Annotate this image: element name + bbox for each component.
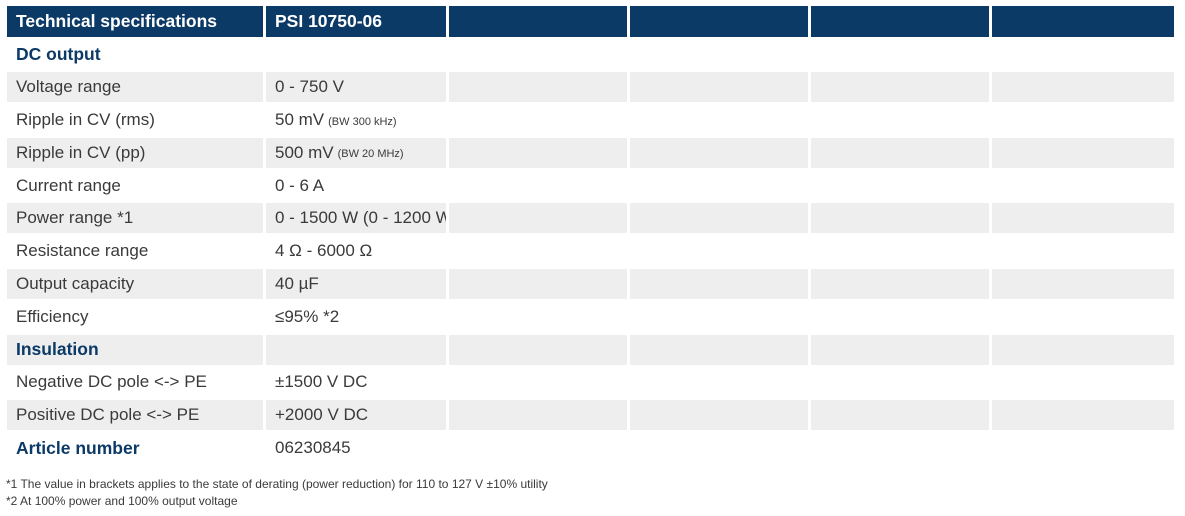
spec-value-note: (BW 20 MHz): [337, 148, 404, 161]
empty-cell: [630, 334, 808, 365]
spec-label: Positive DC pole <-> PE: [7, 400, 263, 431]
table-row: Power range *1 0 - 1500 W (0 - 1200 W): [7, 203, 1177, 234]
header-title: Technical specifications: [7, 6, 263, 37]
empty-cell: [266, 334, 446, 365]
header-empty-cell: [449, 6, 627, 37]
spec-value: ≤95% *2: [266, 301, 446, 332]
spec-label: Output capacity: [7, 269, 263, 300]
table-row: Output capacity 40 µF: [7, 269, 1177, 300]
spec-value-main: 500 mV: [275, 142, 334, 162]
empty-cell: [992, 137, 1174, 168]
table-row: Efficiency ≤95% *2: [7, 301, 1177, 332]
spec-table: Technical specifications PSI 10750-06 DC…: [7, 6, 1177, 466]
footnote-2: *2 At 100% power and 100% output voltage: [6, 494, 238, 508]
spec-label: Resistance range: [7, 236, 263, 267]
empty-cell: [630, 269, 808, 300]
empty-cell: [449, 334, 627, 365]
empty-cell: [811, 269, 989, 300]
spec-label: Current range: [7, 170, 263, 201]
empty-cell: [811, 334, 989, 365]
header-empty-cell: [630, 6, 808, 37]
empty-cell: [449, 400, 627, 431]
spec-value: 0 - 1500 W (0 - 1200 W): [266, 203, 446, 234]
spec-label: Ripple in CV (rms): [7, 105, 263, 136]
table-row: Ripple in CV (pp) 500 mV (BW 20 MHz): [7, 137, 1177, 168]
empty-cell: [449, 269, 627, 300]
spec-label: Power range *1: [7, 203, 263, 234]
section-row-article-number: Article number 06230845: [7, 433, 1177, 464]
table-row: Positive DC pole <-> PE +2000 V DC: [7, 400, 1177, 431]
spec-label: Voltage range: [7, 72, 263, 103]
header-empty-cell: [811, 6, 989, 37]
empty-cell: [449, 203, 627, 234]
empty-cell: [630, 137, 808, 168]
article-number-value: 06230845: [266, 433, 446, 464]
section-row-insulation: Insulation: [7, 334, 1177, 365]
table-row: Voltage range 0 - 750 V: [7, 72, 1177, 103]
empty-cell: [992, 72, 1174, 103]
table-row: Current range 0 - 6 A: [7, 170, 1177, 201]
spec-value: 0 - 6 A: [266, 170, 446, 201]
spec-value: 4 Ω - 6000 Ω: [266, 236, 446, 267]
section-title-dc-output: DC output: [7, 39, 263, 70]
empty-cell: [992, 203, 1174, 234]
footnote-1: *1 The value in brackets applies to the …: [6, 477, 548, 491]
spec-value: 500 mV (BW 20 MHz): [266, 137, 446, 168]
spec-value: +2000 V DC: [266, 400, 446, 431]
empty-cell: [811, 203, 989, 234]
empty-cell: [992, 334, 1174, 365]
spec-value: 40 µF: [266, 269, 446, 300]
empty-cell: [992, 400, 1174, 431]
section-title-article-number: Article number: [7, 433, 263, 464]
header-model: PSI 10750-06: [266, 6, 446, 37]
spec-label: Negative DC pole <-> PE: [7, 367, 263, 398]
empty-cell: [449, 137, 627, 168]
spec-value: 50 mV (BW 300 kHz): [266, 105, 446, 136]
header-empty-cell: [992, 6, 1174, 37]
empty-cell: [811, 400, 989, 431]
footnotes: *1 The value in brackets applies to the …: [6, 476, 548, 510]
spec-value-note: (BW 300 kHz): [328, 115, 397, 128]
section-title-insulation: Insulation: [7, 334, 263, 365]
empty-cell: [992, 269, 1174, 300]
spec-value-main: 50 mV: [275, 110, 325, 130]
empty-cell: [811, 137, 989, 168]
spec-value: 0 - 750 V: [266, 72, 446, 103]
section-row-dc-output: DC output: [7, 39, 1177, 70]
empty-cell: [630, 400, 808, 431]
table-row: Negative DC pole <-> PE ±1500 V DC: [7, 367, 1177, 398]
spec-value: ±1500 V DC: [266, 367, 446, 398]
table-row: Resistance range 4 Ω - 6000 Ω: [7, 236, 1177, 267]
table-row: Ripple in CV (rms) 50 mV (BW 300 kHz): [7, 105, 1177, 136]
spec-label: Ripple in CV (pp): [7, 137, 263, 168]
empty-cell: [811, 72, 989, 103]
empty-cell: [630, 72, 808, 103]
spec-label: Efficiency: [7, 301, 263, 332]
table-header: Technical specifications PSI 10750-06: [7, 6, 1177, 37]
empty-cell: [630, 203, 808, 234]
empty-cell: [449, 72, 627, 103]
